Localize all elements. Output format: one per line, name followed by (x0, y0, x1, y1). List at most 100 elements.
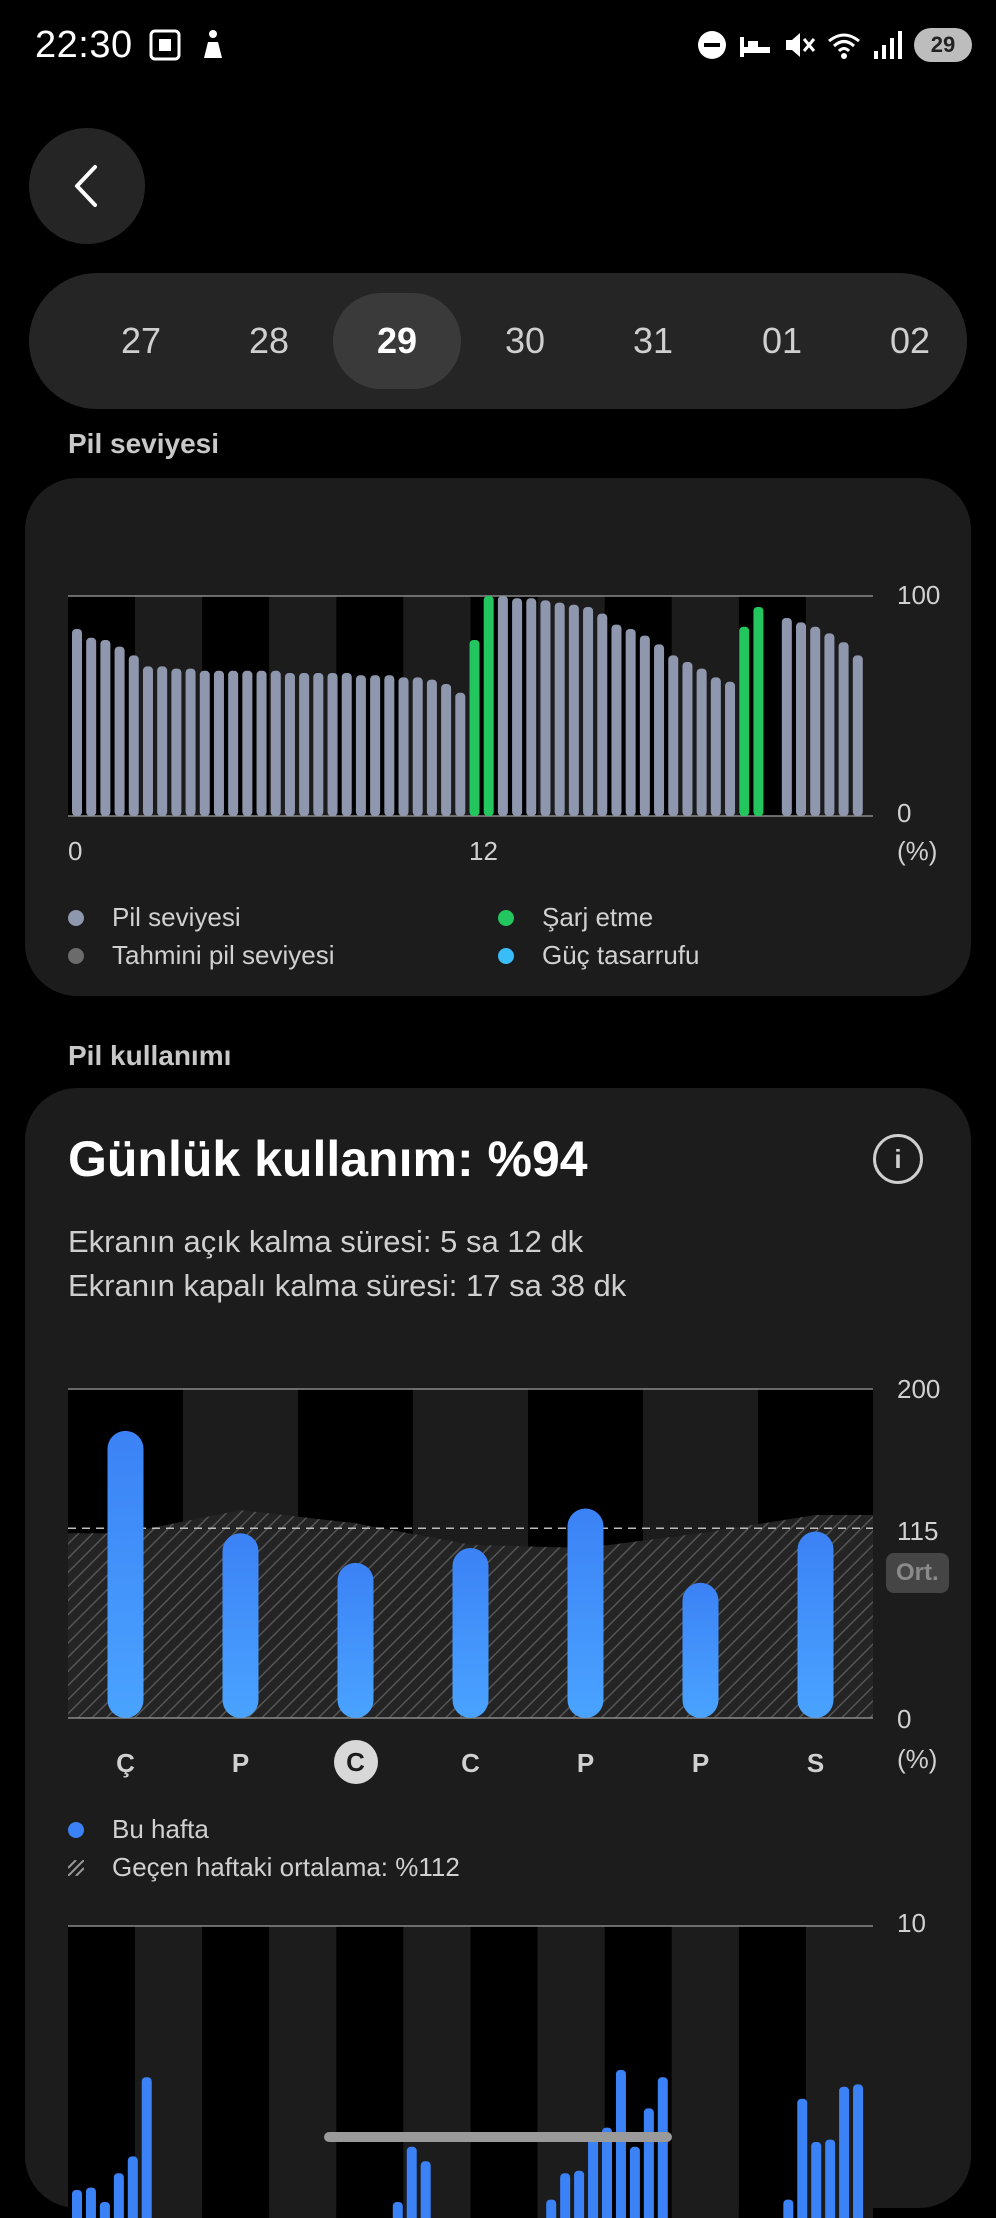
info-icon[interactable]: i (873, 1134, 923, 1184)
back-button[interactable] (29, 128, 145, 244)
date-item[interactable]: 30 (504, 320, 546, 361)
battery-level-bar (639, 635, 650, 816)
status-left-icons (148, 28, 230, 62)
time-band (202, 1926, 270, 2218)
legend-power-saving: Güç tasarrufu (498, 940, 700, 971)
battery-level-bar (625, 629, 636, 816)
wifi-icon (828, 33, 860, 59)
avg-value-label: 115 (897, 1516, 939, 1546)
hourly-usage-bar (574, 2170, 585, 2218)
battery-level-bar (838, 642, 849, 816)
battery-level-bar (554, 602, 565, 816)
battery-level-bar (455, 692, 466, 816)
battery-level-bar (710, 677, 721, 816)
battery-level-bar (654, 644, 665, 816)
hourly-usage-bar (797, 2098, 808, 2218)
day-label[interactable]: C (461, 1748, 480, 1778)
legend-dot (498, 909, 514, 926)
hourly-usage-bar (99, 2202, 110, 2218)
day-label[interactable]: P (691, 1748, 710, 1778)
date-item[interactable]: 27 (120, 320, 162, 361)
legend-dot (68, 947, 84, 964)
battery-level-bar (299, 673, 310, 816)
hourly-usage-bar (85, 2187, 96, 2218)
day-label[interactable]: P (231, 1748, 250, 1778)
hourly-usage-bar (392, 2202, 403, 2218)
battery-level-bar (157, 666, 168, 816)
hourly-usage-bar (72, 2190, 82, 2218)
daily-usage-bar (452, 1548, 489, 1718)
date-selector: 27 28 29 30 31 01 02 (29, 273, 967, 409)
hourly-usage-bar (588, 2134, 599, 2218)
day-label[interactable]: S (806, 1748, 825, 1778)
time-band (68, 1926, 136, 2218)
legend-charging: Şarj etme (498, 902, 653, 933)
hourly-usage-bar (615, 2070, 626, 2218)
date-item[interactable]: 31 (632, 320, 674, 361)
battery-level-bar (412, 677, 423, 816)
x-tick-label: 12 (469, 836, 498, 866)
battery-level-bar (725, 681, 736, 816)
legend-this-week: Bu hafta (68, 1814, 209, 1845)
daily-usage-bar (682, 1582, 719, 1718)
battery-level-bar (810, 626, 821, 816)
day-label[interactable]: Ç (116, 1748, 135, 1778)
time-band (269, 1926, 337, 2218)
date-item[interactable]: 02 (889, 320, 931, 361)
battery-level-bar (398, 677, 409, 816)
day-label[interactable]: P (576, 1748, 595, 1778)
hourly-usage-bar (406, 2146, 417, 2218)
day-label-selected[interactable]: C (333, 1740, 378, 1784)
hourly-usage-bar (825, 2139, 836, 2218)
status-bar: 22:30 (0, 0, 996, 95)
daily-usage-chart (68, 1388, 873, 1719)
screenshot-icon (149, 29, 181, 61)
battery-level-bar (128, 655, 139, 816)
battery-level-bar (114, 646, 125, 816)
date-item[interactable]: 28 (248, 320, 290, 361)
hourly-usage-bar (127, 2156, 138, 2218)
hourly-usage-bar (560, 2173, 571, 2218)
battery-level-bar (512, 598, 523, 816)
legend-battery-level: Pil seviyesi (68, 902, 241, 933)
unit-label: (%) (897, 1744, 938, 1774)
charging-bar (469, 640, 480, 816)
legend-dot (498, 947, 514, 964)
battery-level-bar (668, 655, 679, 816)
hourly-usage-bar (546, 2199, 557, 2218)
battery-level-bar (583, 607, 594, 816)
home-indicator[interactable] (324, 2132, 672, 2142)
hourly-usage-chart (68, 1925, 873, 2218)
unit-label: (%) (897, 836, 938, 866)
battery-level-bar (682, 662, 693, 816)
y-max-label: 200 (897, 1374, 941, 1404)
battery-usage-card: Günlük kullanım: %94 i Ekranın açık kalm… (25, 1088, 971, 2218)
hourly-usage-bar (811, 2142, 822, 2218)
battery-level-bar (313, 673, 324, 816)
charging-bar (753, 607, 764, 816)
battery-usage-section-title: Pil kullanımı (68, 1040, 232, 1071)
battery-level-bar (72, 629, 82, 816)
battery-level-chart (68, 595, 873, 817)
battery-level-bar (199, 670, 210, 816)
battery-level-bar (852, 655, 863, 816)
daily-usage-bar (337, 1562, 374, 1718)
battery-level-bar (341, 673, 352, 816)
y-max-label: 100 (897, 580, 941, 610)
date-item-selected[interactable]: 29 (333, 293, 461, 389)
battery-level-bar (568, 604, 579, 816)
status-right-icons: 29 (696, 28, 972, 62)
hourly-usage-bar (643, 2108, 654, 2218)
legend-label: Şarj etme (542, 902, 654, 932)
battery-level-bar (355, 675, 366, 816)
hourly-usage-bar (141, 2077, 152, 2218)
date-item[interactable]: 01 (761, 320, 803, 361)
legend-label: Pil seviyesi (112, 902, 241, 932)
battery-level-bar (696, 668, 707, 816)
mute-icon (786, 33, 816, 57)
battery-level-bar (781, 618, 792, 816)
battery-level-bar (256, 670, 267, 816)
battery-level-bar (270, 670, 281, 816)
charging-bar (483, 596, 494, 816)
hourly-usage-bar (783, 2199, 794, 2218)
